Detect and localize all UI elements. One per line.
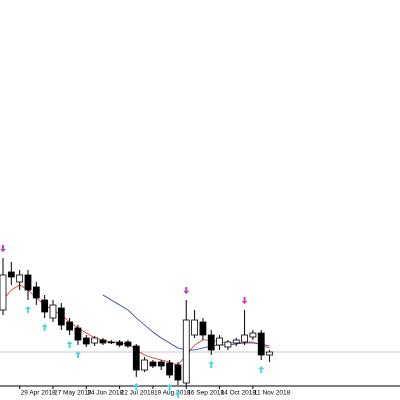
fractal-up-arrow bbox=[133, 383, 140, 390]
candle-body bbox=[216, 337, 223, 346]
candle-body bbox=[257, 332, 265, 356]
candle-body bbox=[232, 339, 240, 344]
x-tick-label: 27 May 2018 bbox=[54, 390, 92, 397]
candle-body bbox=[16, 274, 24, 283]
candle-body bbox=[124, 341, 132, 347]
x-tick-label: 22 Jul 2018 bbox=[121, 390, 155, 397]
candle-body bbox=[166, 362, 174, 376]
candle-body bbox=[174, 364, 182, 381]
fractal-up-arrow bbox=[258, 366, 265, 373]
fractal-down-arrow bbox=[183, 287, 190, 294]
candle-body bbox=[266, 351, 273, 356]
candle-body bbox=[82, 337, 90, 345]
candle-body bbox=[199, 321, 207, 336]
candle-body bbox=[182, 319, 190, 384]
candle-body bbox=[249, 332, 257, 338]
candle-body bbox=[7, 271, 15, 278]
candle-body bbox=[141, 359, 149, 371]
fractal-up-arrow bbox=[74, 351, 81, 358]
candle-body bbox=[107, 341, 115, 344]
x-tick-label: 14 Oct 2018 bbox=[221, 390, 257, 397]
candle-body bbox=[32, 286, 40, 299]
x-tick-label: 16 Sep 2018 bbox=[187, 390, 224, 397]
candle-body bbox=[157, 361, 165, 367]
candle-body bbox=[132, 345, 140, 371]
fractal-up-arrow bbox=[174, 391, 181, 398]
x-tick-label: 19 Aug 2018 bbox=[154, 390, 191, 397]
candle-body bbox=[99, 339, 107, 344]
candle-body bbox=[116, 341, 124, 346]
candle-body bbox=[191, 319, 198, 336]
x-tick-label: 24 Jun 2018 bbox=[87, 390, 123, 397]
candle-body bbox=[0, 274, 7, 311]
candle-body bbox=[241, 334, 248, 343]
candle-body bbox=[91, 337, 99, 344]
fractal-down-arrow bbox=[241, 297, 248, 304]
fractal-up-arrow bbox=[208, 361, 215, 368]
candle-body bbox=[224, 341, 232, 348]
candle-body bbox=[41, 299, 49, 313]
candle-body bbox=[49, 304, 57, 319]
fractal-up-arrow bbox=[166, 384, 173, 391]
fractal-up-arrow bbox=[66, 341, 73, 348]
x-tick-label: 29 Apr 2018 bbox=[21, 390, 56, 397]
fractal-down-arrow bbox=[0, 245, 6, 252]
candle-body bbox=[149, 361, 157, 367]
candle-body bbox=[74, 327, 82, 341]
candle-body bbox=[24, 274, 32, 291]
candle-body bbox=[207, 334, 215, 351]
fractal-up-arrow bbox=[24, 306, 31, 313]
candle-body bbox=[66, 321, 74, 331]
fractal-up-arrow bbox=[41, 324, 48, 331]
candle-body bbox=[57, 307, 65, 326]
x-tick-label: 11 Nov 2018 bbox=[254, 390, 291, 397]
